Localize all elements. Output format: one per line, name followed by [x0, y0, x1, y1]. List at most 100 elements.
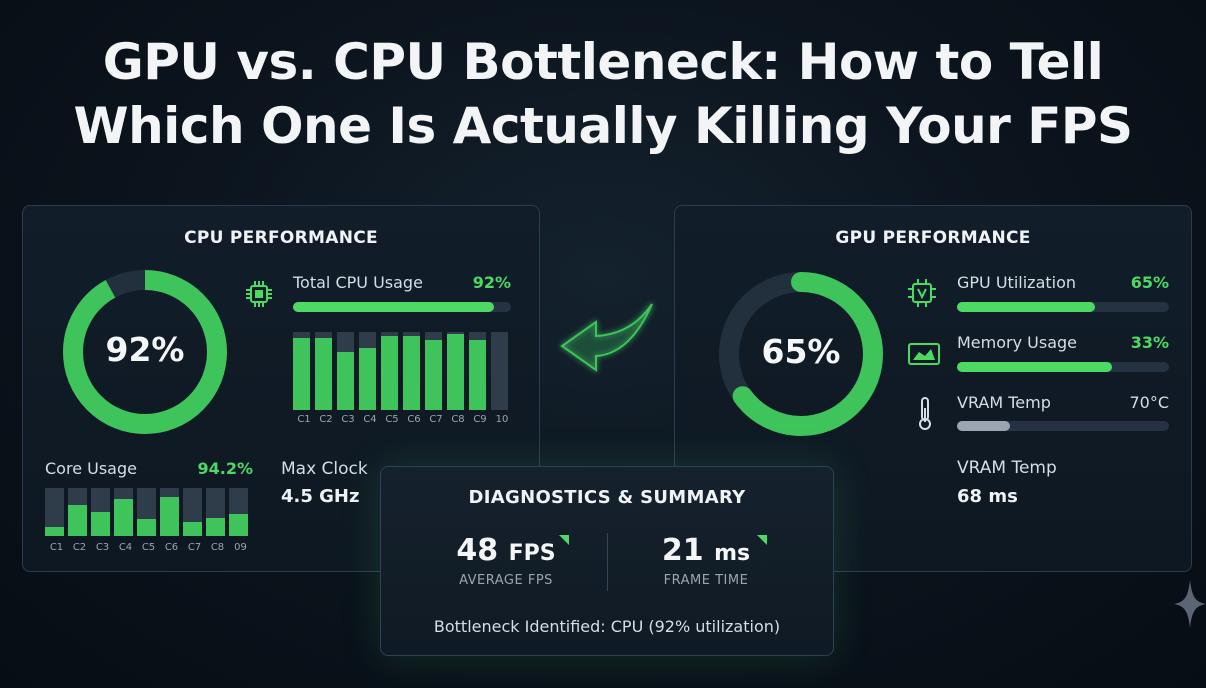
cpu-core-labels: C1 C2 C3 C4 C5 C6 C7 C8 C9 10: [293, 414, 513, 425]
vram-temp-secondary-label: VRAM Temp: [957, 458, 1057, 478]
cpu-core-column: [359, 332, 376, 410]
core-usage-column-label: C2: [72, 542, 87, 553]
gpu-panel-heading: GPU PERFORMANCE: [835, 228, 1031, 248]
cpu-core-bars: [293, 332, 513, 410]
core-usage-column-label: C6: [164, 542, 179, 553]
memory-usage-value: 33%: [1130, 333, 1169, 352]
graphics-card-icon: [908, 343, 940, 365]
core-usage-column-label: C1: [49, 542, 64, 553]
cpu-core-column: [315, 332, 332, 410]
total-cpu-usage-bar: [293, 302, 511, 312]
core-usage-labels: C1 C2 C3 C4 C5 C6 C7 C8 09: [45, 542, 252, 553]
core-usage-column-label: 09: [234, 542, 247, 553]
core-usage-column-fill: [206, 517, 225, 536]
core-usage-column-label: C3: [95, 542, 110, 553]
core-usage-column: [206, 488, 225, 536]
total-cpu-usage-bar-fill: [293, 302, 494, 312]
max-clock-value: 4.5 GHz: [281, 486, 360, 507]
summary-divider: [607, 533, 608, 591]
cpu-core-column: [381, 332, 398, 410]
core-usage-column-fill: [229, 514, 248, 536]
cpu-core-column-fill: [359, 347, 376, 410]
core-usage-column: [160, 488, 179, 536]
cpu-core-column-label: C8: [451, 414, 465, 425]
gpu-utilization-value: 65%: [1130, 273, 1169, 292]
core-usage-column-label: C8: [210, 542, 225, 553]
core-usage-column-fill: [160, 496, 179, 536]
cpu-core-column-fill: [315, 338, 332, 410]
cpu-core-column: [491, 332, 508, 410]
cpu-core-column-fill: [425, 339, 442, 410]
vram-temp-value: 70°C: [1129, 393, 1169, 412]
cpu-core-column-label: 10: [495, 414, 509, 425]
core-usage-column-fill: [137, 519, 156, 536]
page-title: GPU vs. CPU Bottleneck: How to Tell Whic…: [0, 30, 1206, 158]
core-usage-column: [137, 488, 156, 536]
cpu-core-column-label: C7: [429, 414, 443, 425]
title-line-2: Which One Is Actually Killing Your FPS: [73, 97, 1133, 155]
average-fps-unit: FPS: [508, 541, 556, 566]
memory-usage-bar: [957, 362, 1169, 372]
cpu-ring-arc: [63, 270, 227, 434]
vram-temp-secondary-value: 68 ms: [957, 486, 1018, 507]
sparkle-icon: [1174, 580, 1206, 628]
core-usage-column: [68, 488, 87, 536]
thermometer-icon: [919, 397, 931, 430]
core-usage-column-fill: [68, 504, 87, 536]
cpu-core-column-fill: [337, 351, 354, 410]
title-line-1: GPU vs. CPU Bottleneck: How to Tell: [102, 33, 1104, 91]
frame-time-value: 21 ms: [631, 533, 781, 568]
core-usage-column-fill: [91, 512, 110, 536]
core-usage-column: [114, 488, 133, 536]
core-usage-column-fill: [45, 527, 64, 536]
cpu-core-column-fill: [447, 334, 464, 410]
core-usage-column-label: C4: [118, 542, 133, 553]
core-usage-column: [91, 488, 110, 536]
core-usage-value: 94.2%: [197, 459, 253, 478]
gpu-utilization-bar-fill: [957, 302, 1095, 312]
cpu-core-column-fill: [381, 335, 398, 410]
frame-time-number: 21: [661, 533, 704, 568]
fps-corner-marker: [559, 535, 569, 545]
gpu-utilization-bar: [957, 302, 1169, 312]
memory-usage-label: Memory Usage: [957, 333, 1078, 352]
cpu-chip-icon: [246, 281, 272, 307]
vram-temp-label: VRAM Temp: [957, 393, 1051, 412]
average-fps-caption: AVERAGE FPS: [459, 573, 553, 588]
left-arrow-icon: [560, 303, 653, 372]
cpu-core-column-label: C1: [297, 414, 311, 425]
cpu-core-column: [469, 332, 486, 410]
average-fps-value: 48 FPS: [421, 533, 591, 568]
cpu-core-column: [293, 332, 310, 410]
cpu-core-column-label: C4: [363, 414, 377, 425]
core-usage-column-label: C5: [141, 542, 156, 553]
cpu-core-column: [337, 332, 354, 410]
gpu-utilization-label: GPU Utilization: [957, 273, 1077, 292]
core-usage-column-fill: [114, 498, 133, 536]
cpu-core-column: [447, 332, 464, 410]
diagnostics-summary-panel: DIAGNOSTICS & SUMMARY 48 FPS AVERAGE FPS…: [380, 466, 834, 656]
vram-temp-bar: [957, 421, 1169, 431]
cpu-core-column-label: C6: [407, 414, 421, 425]
core-usage-column: [45, 488, 64, 536]
cpu-core-column-fill: [469, 339, 486, 410]
core-usage-column: [183, 488, 202, 536]
cpu-ring-gauge: [63, 270, 227, 434]
core-usage-label: Core Usage: [45, 459, 137, 478]
core-usage-column: [229, 488, 248, 536]
vram-temp-bar-fill: [957, 421, 1010, 431]
frame-time-unit: ms: [714, 541, 751, 566]
gpu-ring-gauge: [719, 272, 883, 436]
cpu-core-column: [403, 332, 420, 410]
memory-usage-bar-fill: [957, 362, 1112, 372]
cpu-core-column-label: C9: [473, 414, 487, 425]
gpu-ring-value: 65%: [761, 332, 841, 371]
cpu-core-column-fill: [403, 335, 420, 410]
gpu-chip-icon: [908, 279, 936, 307]
total-cpu-usage-value: 92%: [472, 273, 511, 292]
frame-time-caption: FRAME TIME: [663, 573, 749, 588]
core-usage-column-label: C7: [187, 542, 202, 553]
bottleneck-verdict: Bottleneck Identified: CPU (92% utilizat…: [433, 617, 781, 636]
cpu-core-column-label: C5: [385, 414, 399, 425]
cpu-core-column-fill: [293, 338, 310, 410]
